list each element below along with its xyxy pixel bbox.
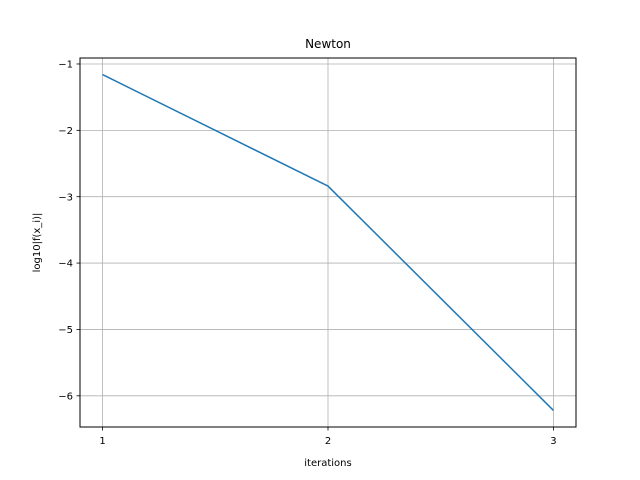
- y-tick-label: −3: [58, 192, 73, 203]
- x-tick-label: 3: [550, 436, 556, 447]
- y-tick-label: −4: [58, 259, 73, 270]
- x-axis-label: iterations: [304, 458, 351, 469]
- y-tick-label: −2: [58, 126, 73, 137]
- series-line: [102, 73, 554, 411]
- chart-title: Newton: [305, 37, 351, 51]
- ticks: 1 2 3 −1 −2 −3 −4 −5 −6: [58, 60, 556, 447]
- x-tick-label: 1: [99, 436, 105, 447]
- y-tick-label: −5: [58, 325, 73, 336]
- y-tick-label: −1: [58, 60, 73, 71]
- y-axis-label: log10|f(x_i)|: [32, 213, 43, 273]
- series-layer: [102, 73, 554, 411]
- x-tick-label: 2: [325, 436, 331, 447]
- grid: [80, 58, 576, 427]
- y-tick-label: −6: [58, 391, 73, 402]
